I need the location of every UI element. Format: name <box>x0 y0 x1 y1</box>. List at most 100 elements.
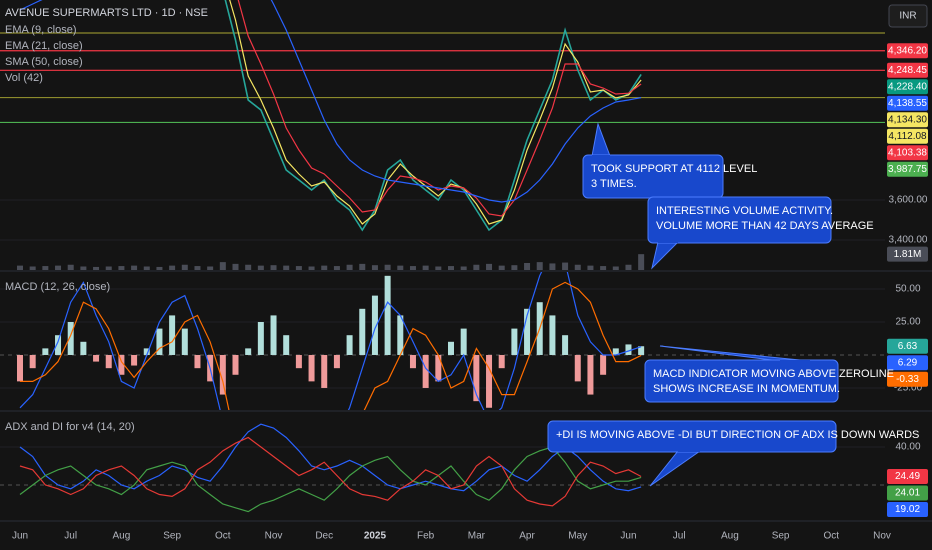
price-tag-label: 4,134.30 <box>888 114 927 125</box>
bar <box>93 266 100 270</box>
price-tag <box>887 468 928 484</box>
bar <box>638 254 645 270</box>
bar <box>333 266 340 270</box>
bar <box>55 335 62 355</box>
bar <box>131 354 138 366</box>
bar <box>17 354 23 382</box>
bar <box>435 266 442 270</box>
bar <box>587 265 594 270</box>
bar <box>321 265 328 270</box>
series-line <box>229 0 642 225</box>
bar <box>156 266 163 270</box>
bar <box>612 266 619 270</box>
series-line <box>20 281 642 410</box>
bar <box>105 266 112 270</box>
panel <box>0 0 885 241</box>
x-tick-label: 2025 <box>364 531 387 542</box>
bar <box>524 308 531 355</box>
bar <box>169 315 176 355</box>
bar <box>346 335 353 355</box>
bar <box>283 335 290 355</box>
price-tag-label: 3,987.75 <box>888 164 927 175</box>
symbol-title: AVENUE SUPERMARTS LTD · 1D · NSE <box>5 7 208 19</box>
price-tag-label: 6.63 <box>898 341 918 352</box>
panel-title: ADX and DI for v4 (14, 20) <box>5 421 135 433</box>
bar <box>245 264 252 270</box>
bar <box>194 354 201 369</box>
bar <box>498 354 505 369</box>
bar <box>169 265 176 270</box>
y-tick-label: -25.00 <box>894 383 923 394</box>
bar <box>384 264 391 270</box>
bar <box>143 348 150 355</box>
bar <box>574 264 581 270</box>
price-tag-label: -0.33 <box>896 374 919 385</box>
price-tag-label: 24.49 <box>895 471 920 482</box>
bar <box>295 266 302 270</box>
x-tick-label: Jul <box>64 531 77 542</box>
x-tick-label: Sep <box>772 531 790 542</box>
bar <box>270 265 277 270</box>
bar <box>397 315 404 355</box>
series-line <box>224 0 642 232</box>
bar <box>435 354 442 382</box>
x-tick-label: Aug <box>721 531 739 542</box>
series-line <box>19 436 642 507</box>
price-tag <box>887 43 928 59</box>
bar <box>359 263 366 270</box>
series-line <box>237 0 642 217</box>
bar <box>473 354 480 402</box>
price-tag-label: 4,228.40 <box>888 81 927 92</box>
x-tick-label: Jul <box>673 531 686 542</box>
panel <box>0 272 885 410</box>
bar <box>511 265 518 270</box>
bar <box>257 265 264 270</box>
y-tick-label: 50.00 <box>895 284 920 295</box>
price-tag <box>887 112 928 128</box>
price-tag-label: 24.01 <box>895 488 920 499</box>
bar <box>308 266 315 270</box>
bar <box>257 322 264 355</box>
y-tick-label: 3,600.00 <box>889 195 928 206</box>
bar <box>29 354 36 369</box>
bar <box>118 354 125 375</box>
price-tag-label: 4,103.38 <box>888 147 927 158</box>
bar <box>131 265 138 270</box>
bar <box>486 263 493 270</box>
price-tag <box>887 338 928 354</box>
bar <box>536 262 543 270</box>
bar <box>562 262 569 270</box>
bar <box>207 266 214 270</box>
price-tag-label: 4,138.55 <box>888 98 927 109</box>
price-tag-label: 4,112.08 <box>888 131 927 142</box>
series-line <box>19 0 642 203</box>
x-tick-label: Dec <box>315 531 333 542</box>
price-tag <box>887 355 928 371</box>
bar <box>524 263 531 270</box>
bar <box>473 264 480 270</box>
price-tag <box>887 95 928 111</box>
x-tick-label: Nov <box>873 531 891 542</box>
bar <box>511 328 518 355</box>
y-tick-label: 40.00 <box>895 442 920 453</box>
series-line <box>19 272 642 410</box>
price-tag-label: 19.02 <box>895 504 920 515</box>
currency-label[interactable]: INR <box>899 11 916 22</box>
x-tick-label: Oct <box>824 531 840 542</box>
currency-button[interactable] <box>888 4 928 28</box>
bar <box>460 266 467 270</box>
panel <box>17 254 645 270</box>
bar <box>600 354 607 375</box>
bar <box>80 341 87 355</box>
callout-text: INTERESTING VOLUME ACTIVITY. <box>656 205 833 217</box>
bar <box>29 266 36 270</box>
bar <box>42 348 49 355</box>
bar <box>232 354 239 375</box>
legend-entry: SMA (50, close) <box>5 56 83 68</box>
x-tick-label: Apr <box>519 531 535 542</box>
bar <box>219 262 226 270</box>
bar <box>295 354 302 369</box>
price-tag-label: 6.29 <box>898 357 918 368</box>
bar <box>17 265 23 270</box>
